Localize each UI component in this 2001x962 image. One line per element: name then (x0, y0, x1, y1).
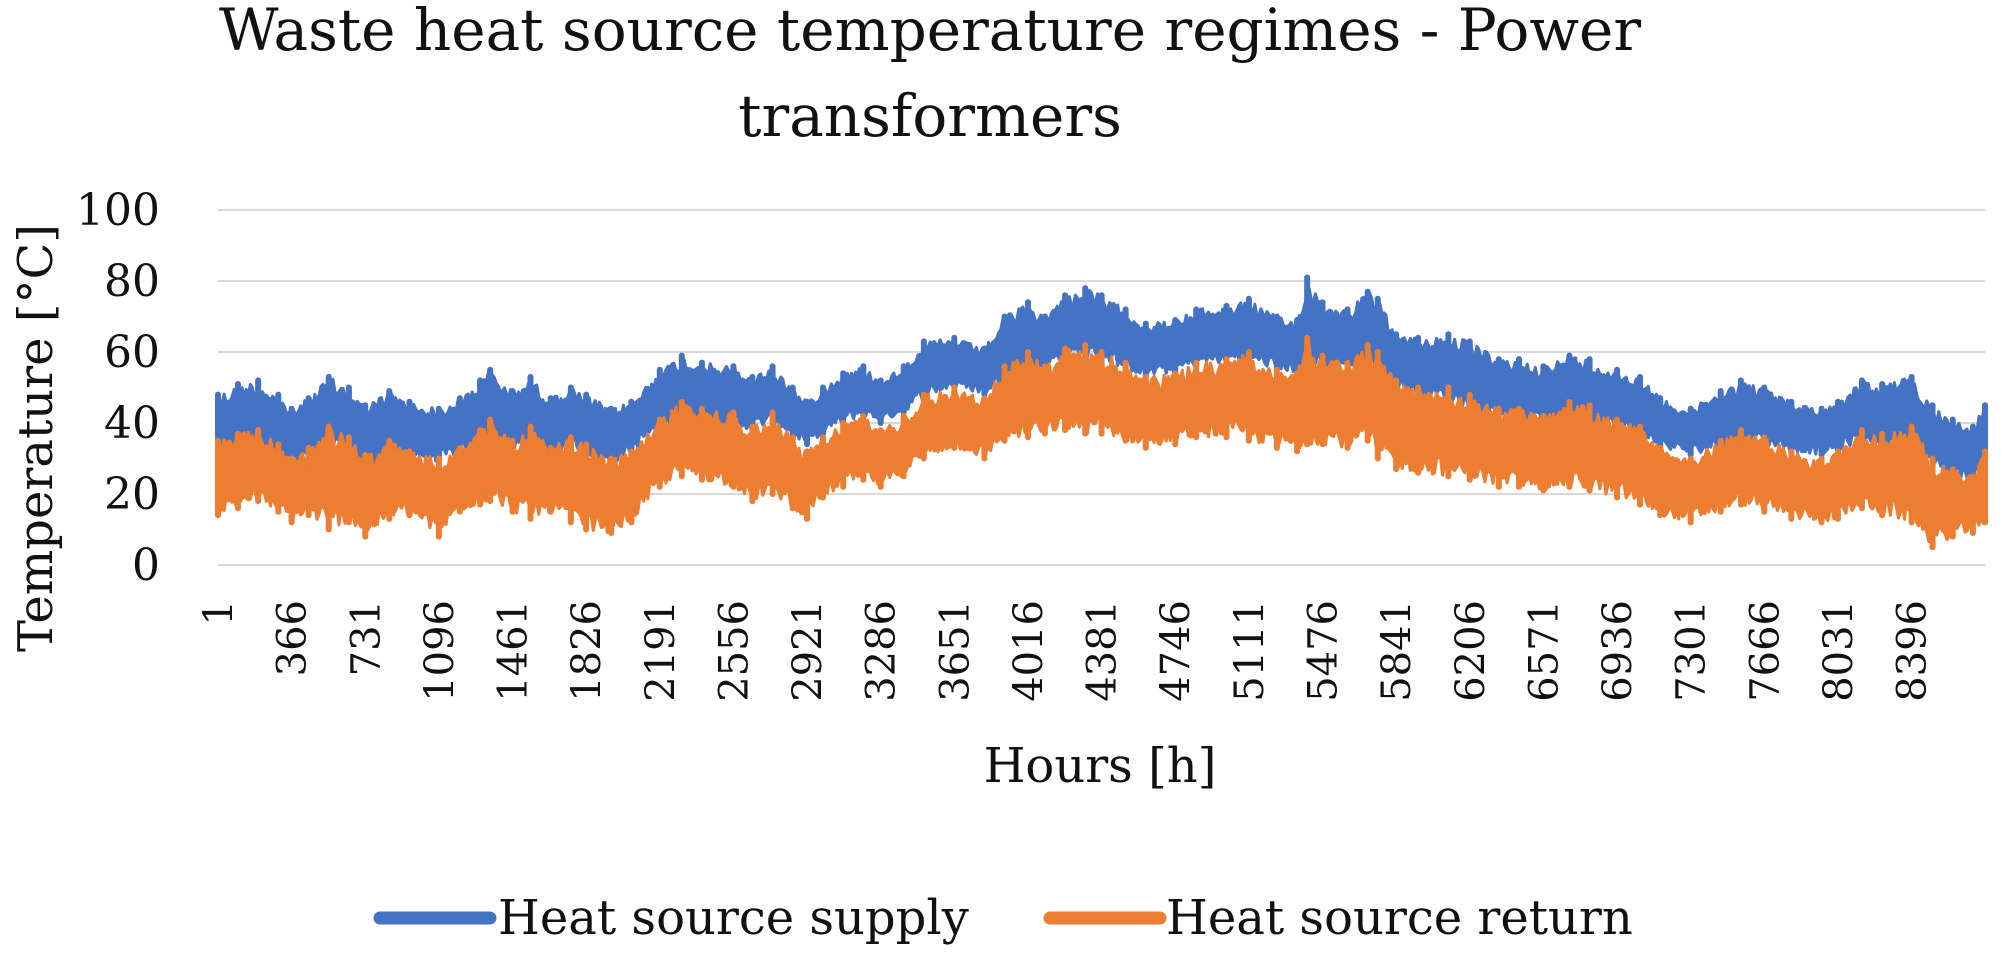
y-tick-label: 40 (104, 398, 160, 449)
x-tick-label: 731 (343, 600, 389, 676)
x-tick-label: 1096 (417, 600, 463, 702)
series-heat-source-return (215, 334, 1988, 551)
x-tick-label: 3286 (859, 600, 905, 702)
x-tick-label: 5111 (1227, 600, 1273, 702)
x-tick-label: 3651 (932, 600, 978, 702)
x-tick-label: 6936 (1595, 600, 1641, 702)
x-tick-label: 5841 (1374, 600, 1420, 702)
x-axis-ticks: 1 366 731 1096 1461 1826 2191 2556 2921 3286 3651 4… (196, 600, 1936, 702)
legend-label-return: Heat source return (1166, 890, 1633, 946)
x-tick-label: 1826 (564, 600, 610, 702)
x-tick-label: 5476 (1301, 600, 1347, 702)
y-tick-label: 80 (104, 256, 160, 307)
x-tick-label: 2191 (638, 600, 684, 702)
x-tick-label: 4016 (1006, 600, 1052, 702)
legend-label-supply: Heat source supply (498, 890, 969, 946)
x-tick-label: 7301 (1669, 600, 1715, 702)
x-tick-label: 4746 (1153, 600, 1199, 702)
y-axis-ticks: 0 20 40 60 80 100 (76, 185, 160, 591)
y-tick-label: 20 (104, 469, 160, 520)
y-tick-label: 100 (76, 185, 160, 236)
x-tick-label: 4381 (1080, 600, 1126, 702)
chart-title-line-1: Waste heat source temperature regimes - … (219, 0, 1641, 64)
x-axis-label: Hours [h] (984, 738, 1217, 794)
x-tick-label: 7666 (1742, 600, 1788, 702)
series-layer (215, 274, 1988, 551)
x-tick-label: 8396 (1890, 600, 1936, 702)
x-tick-label: 8031 (1816, 600, 1862, 702)
y-axis-label: Temperature [°C] (8, 224, 64, 652)
x-tick-label: 1461 (491, 600, 537, 702)
y-tick-label: 60 (104, 327, 160, 378)
legend: Heat source supply Heat source return (373, 890, 1633, 946)
y-tick-label: 0 (132, 540, 160, 591)
x-tick-label: 2556 (711, 600, 757, 702)
x-tick-label: 2921 (785, 600, 831, 702)
x-tick-label: 366 (270, 600, 316, 676)
x-tick-label: 6571 (1521, 600, 1567, 702)
chart-title-line-2: transformers (738, 82, 1122, 150)
x-tick-label: 6206 (1448, 600, 1494, 702)
x-tick-label: 1 (196, 600, 242, 625)
